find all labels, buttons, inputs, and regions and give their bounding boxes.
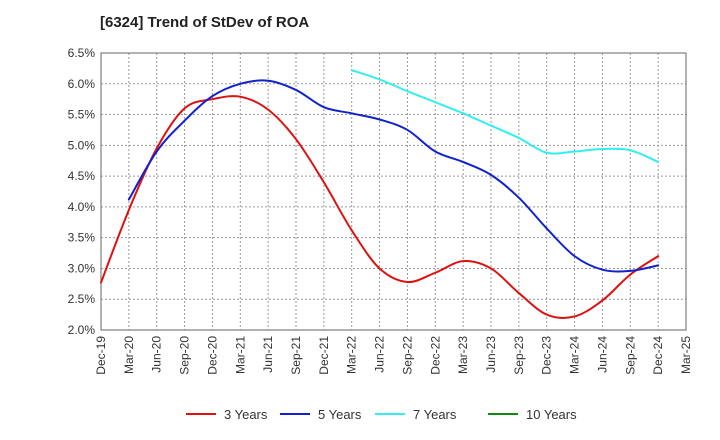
y-tick-label: 5.0% bbox=[68, 138, 96, 152]
plot-area bbox=[101, 53, 686, 330]
legend-label-2: 5 Years bbox=[318, 407, 362, 422]
x-tick-label: Sep-23 bbox=[512, 336, 526, 375]
x-tick-label: Jun-23 bbox=[484, 336, 498, 373]
x-tick-label: Dec-19 bbox=[94, 336, 108, 375]
y-tick-label: 4.5% bbox=[68, 169, 96, 183]
plot-border bbox=[100, 52, 687, 331]
y-tick-label: 6.5% bbox=[68, 46, 96, 60]
x-tick-label: Dec-21 bbox=[317, 336, 331, 375]
x-tick-label: Mar-21 bbox=[233, 336, 247, 374]
legend-label-4: 10 Years bbox=[526, 407, 577, 422]
x-tick-label: Sep-21 bbox=[289, 336, 303, 375]
y-tick-label: 5.5% bbox=[68, 108, 96, 122]
y-tick-label: 4.0% bbox=[68, 200, 96, 214]
y-tick-label: 3.0% bbox=[68, 261, 96, 275]
x-tick-label: Jun-24 bbox=[595, 336, 609, 373]
x-tick-label: Jun-20 bbox=[150, 336, 164, 373]
x-tick-label: Sep-22 bbox=[400, 336, 414, 375]
x-tick-label: Sep-24 bbox=[623, 336, 637, 375]
x-tick-label: Mar-24 bbox=[568, 336, 582, 374]
y-tick-label: 2.5% bbox=[68, 292, 96, 306]
legend-label-1: 3 Years bbox=[224, 407, 268, 422]
x-tick-label: Dec-22 bbox=[428, 336, 442, 375]
series-line-2 bbox=[127, 79, 660, 273]
y-tick-label: 2.0% bbox=[68, 323, 96, 337]
x-tick-label: Dec-23 bbox=[540, 336, 554, 375]
x-tick-label: Jun-22 bbox=[373, 336, 387, 373]
series-line-3 bbox=[350, 69, 660, 163]
x-tick-label: Dec-24 bbox=[651, 336, 665, 375]
y-tick-label: 6.0% bbox=[68, 77, 96, 91]
x-tick-label: Mar-22 bbox=[345, 336, 359, 374]
x-tick-label: Mar-23 bbox=[456, 336, 470, 374]
x-tick-label: Mar-20 bbox=[122, 336, 136, 374]
x-tick-label: Dec-20 bbox=[205, 336, 219, 375]
x-tick-label: Sep-20 bbox=[178, 336, 192, 375]
legend-label-3: 7 Years bbox=[413, 407, 457, 422]
y-tick-label: 3.5% bbox=[68, 231, 96, 245]
series-line-1 bbox=[100, 95, 660, 319]
x-tick-label: Jun-21 bbox=[261, 336, 275, 373]
x-tick-label: Mar-25 bbox=[679, 336, 693, 374]
chart-title: [6324] Trend of StDev of ROA bbox=[100, 14, 310, 31]
